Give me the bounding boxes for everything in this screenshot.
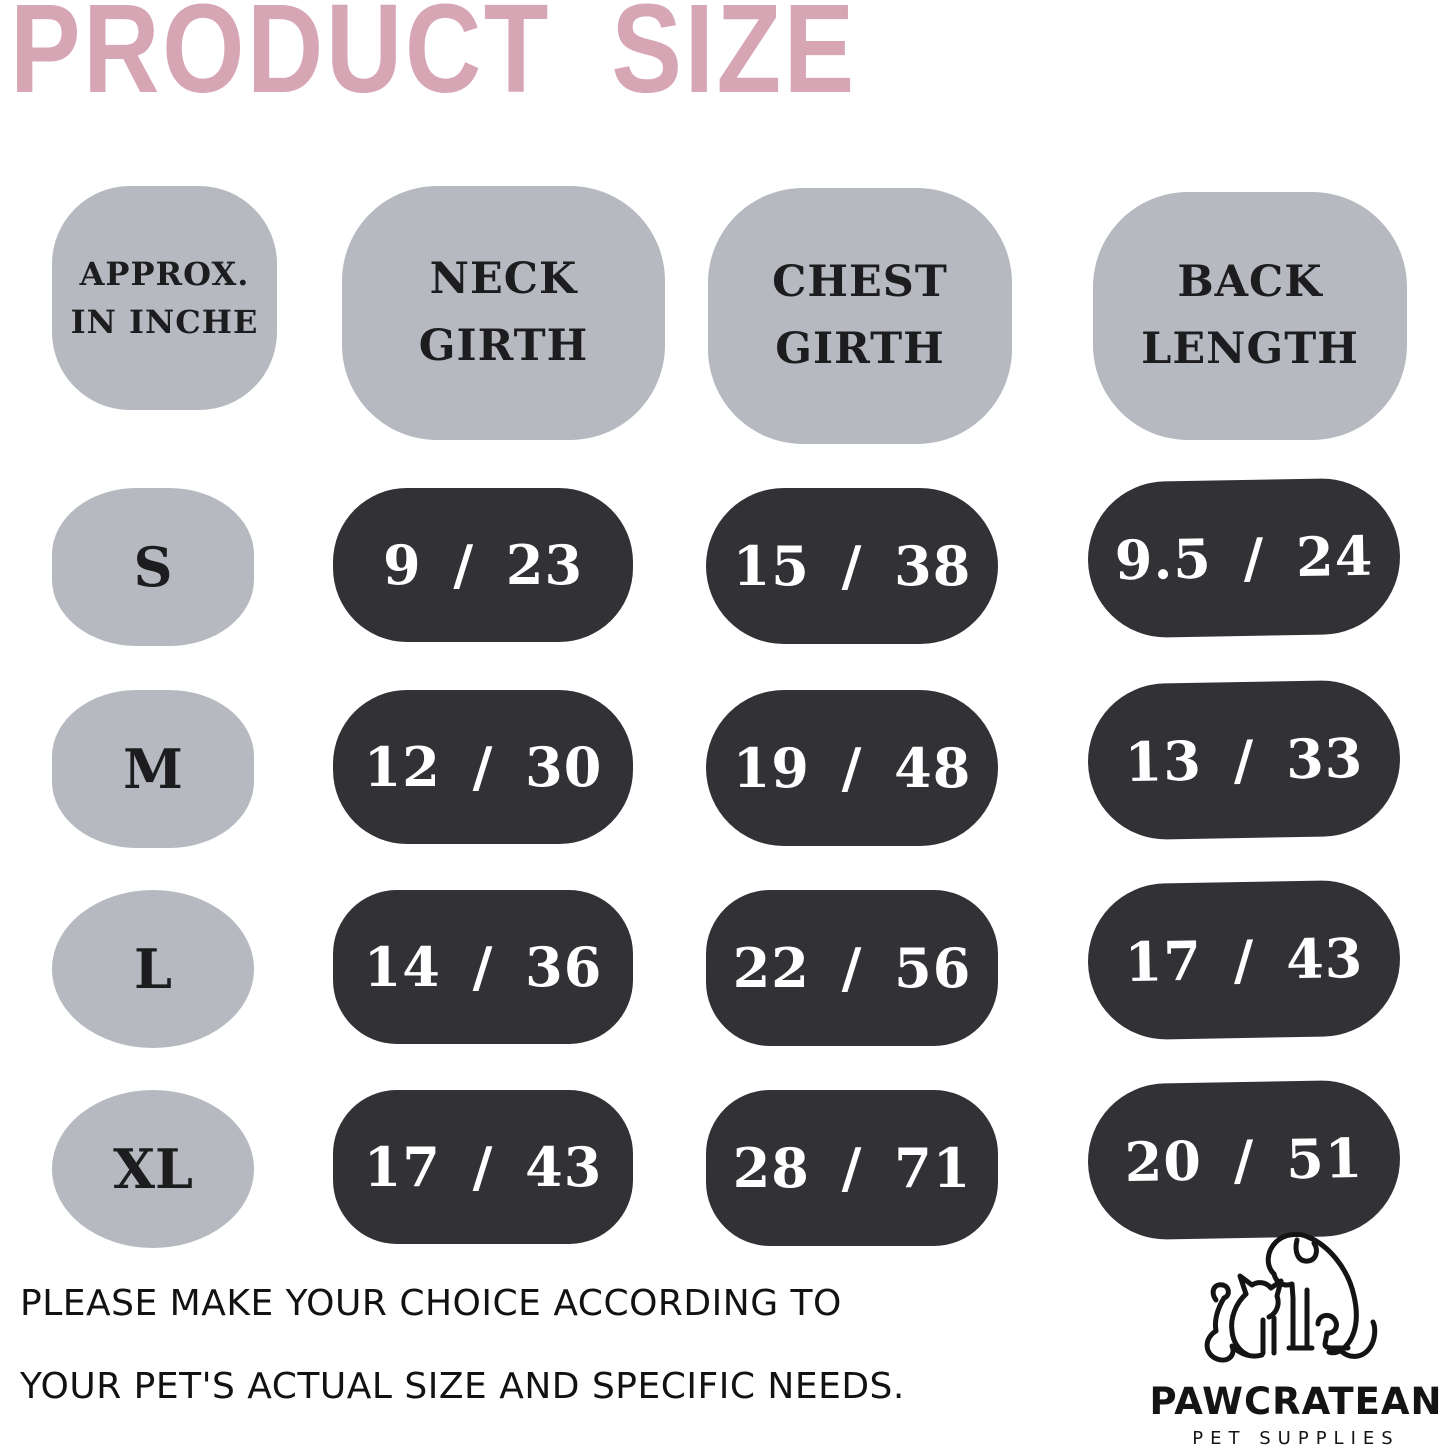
brand-logo: PAWCRATEAN PET SUPPLIES xyxy=(1146,1228,1445,1449)
note-line-1: PLEASE MAKE YOUR CHOICE ACCORDING TO xyxy=(20,1283,842,1324)
size-advice-note: PLEASE MAKE YOUR CHOICE ACCORDING TO YOU… xyxy=(20,1283,905,1407)
chest-girth-value-l: 22 / 56 xyxy=(706,890,998,1046)
chest-girth-value-xl: 28 / 71 xyxy=(706,1090,998,1246)
back-length-value-s: 9.5 / 24 xyxy=(1086,477,1402,639)
chest-girth-value-s: 15 / 38 xyxy=(706,488,998,644)
neck-girth-value-l: 14 / 36 xyxy=(333,890,633,1044)
note-line-2: YOUR PET'S ACTUAL SIZE AND SPECIFIC NEED… xyxy=(20,1366,905,1407)
size-label-xl: XL xyxy=(52,1090,254,1248)
brand-name: PAWCRATEAN xyxy=(1149,1380,1443,1423)
size-label-l: L xyxy=(52,890,254,1048)
dog-and-cat-icon xyxy=(1204,1231,1378,1363)
chest-girth-value-m: 19 / 48 xyxy=(706,690,998,846)
brand-subtitle: PET SUPPLIES xyxy=(1192,1428,1400,1449)
column-header-approx-in-inche: APPROX. IN INCHE xyxy=(52,186,277,410)
column-header-chest-girth: CHEST GIRTH xyxy=(708,188,1012,444)
column-header-neck-girth: NECK GIRTH xyxy=(342,186,665,440)
neck-girth-value-xl: 17 / 43 xyxy=(333,1090,633,1244)
back-length-value-m: 13 / 33 xyxy=(1086,679,1402,841)
column-header-back-length: BACK LENGTH xyxy=(1093,192,1407,440)
size-label-s: S xyxy=(52,488,254,646)
size-label-m: M xyxy=(52,690,254,848)
neck-girth-value-m: 12 / 30 xyxy=(333,690,633,844)
neck-girth-value-s: 9 / 23 xyxy=(333,488,633,642)
back-length-value-l: 17 / 43 xyxy=(1086,879,1402,1041)
back-length-value-xl: 20 / 51 xyxy=(1086,1079,1402,1241)
page-title: PRODUCT SIZE xyxy=(10,0,857,119)
